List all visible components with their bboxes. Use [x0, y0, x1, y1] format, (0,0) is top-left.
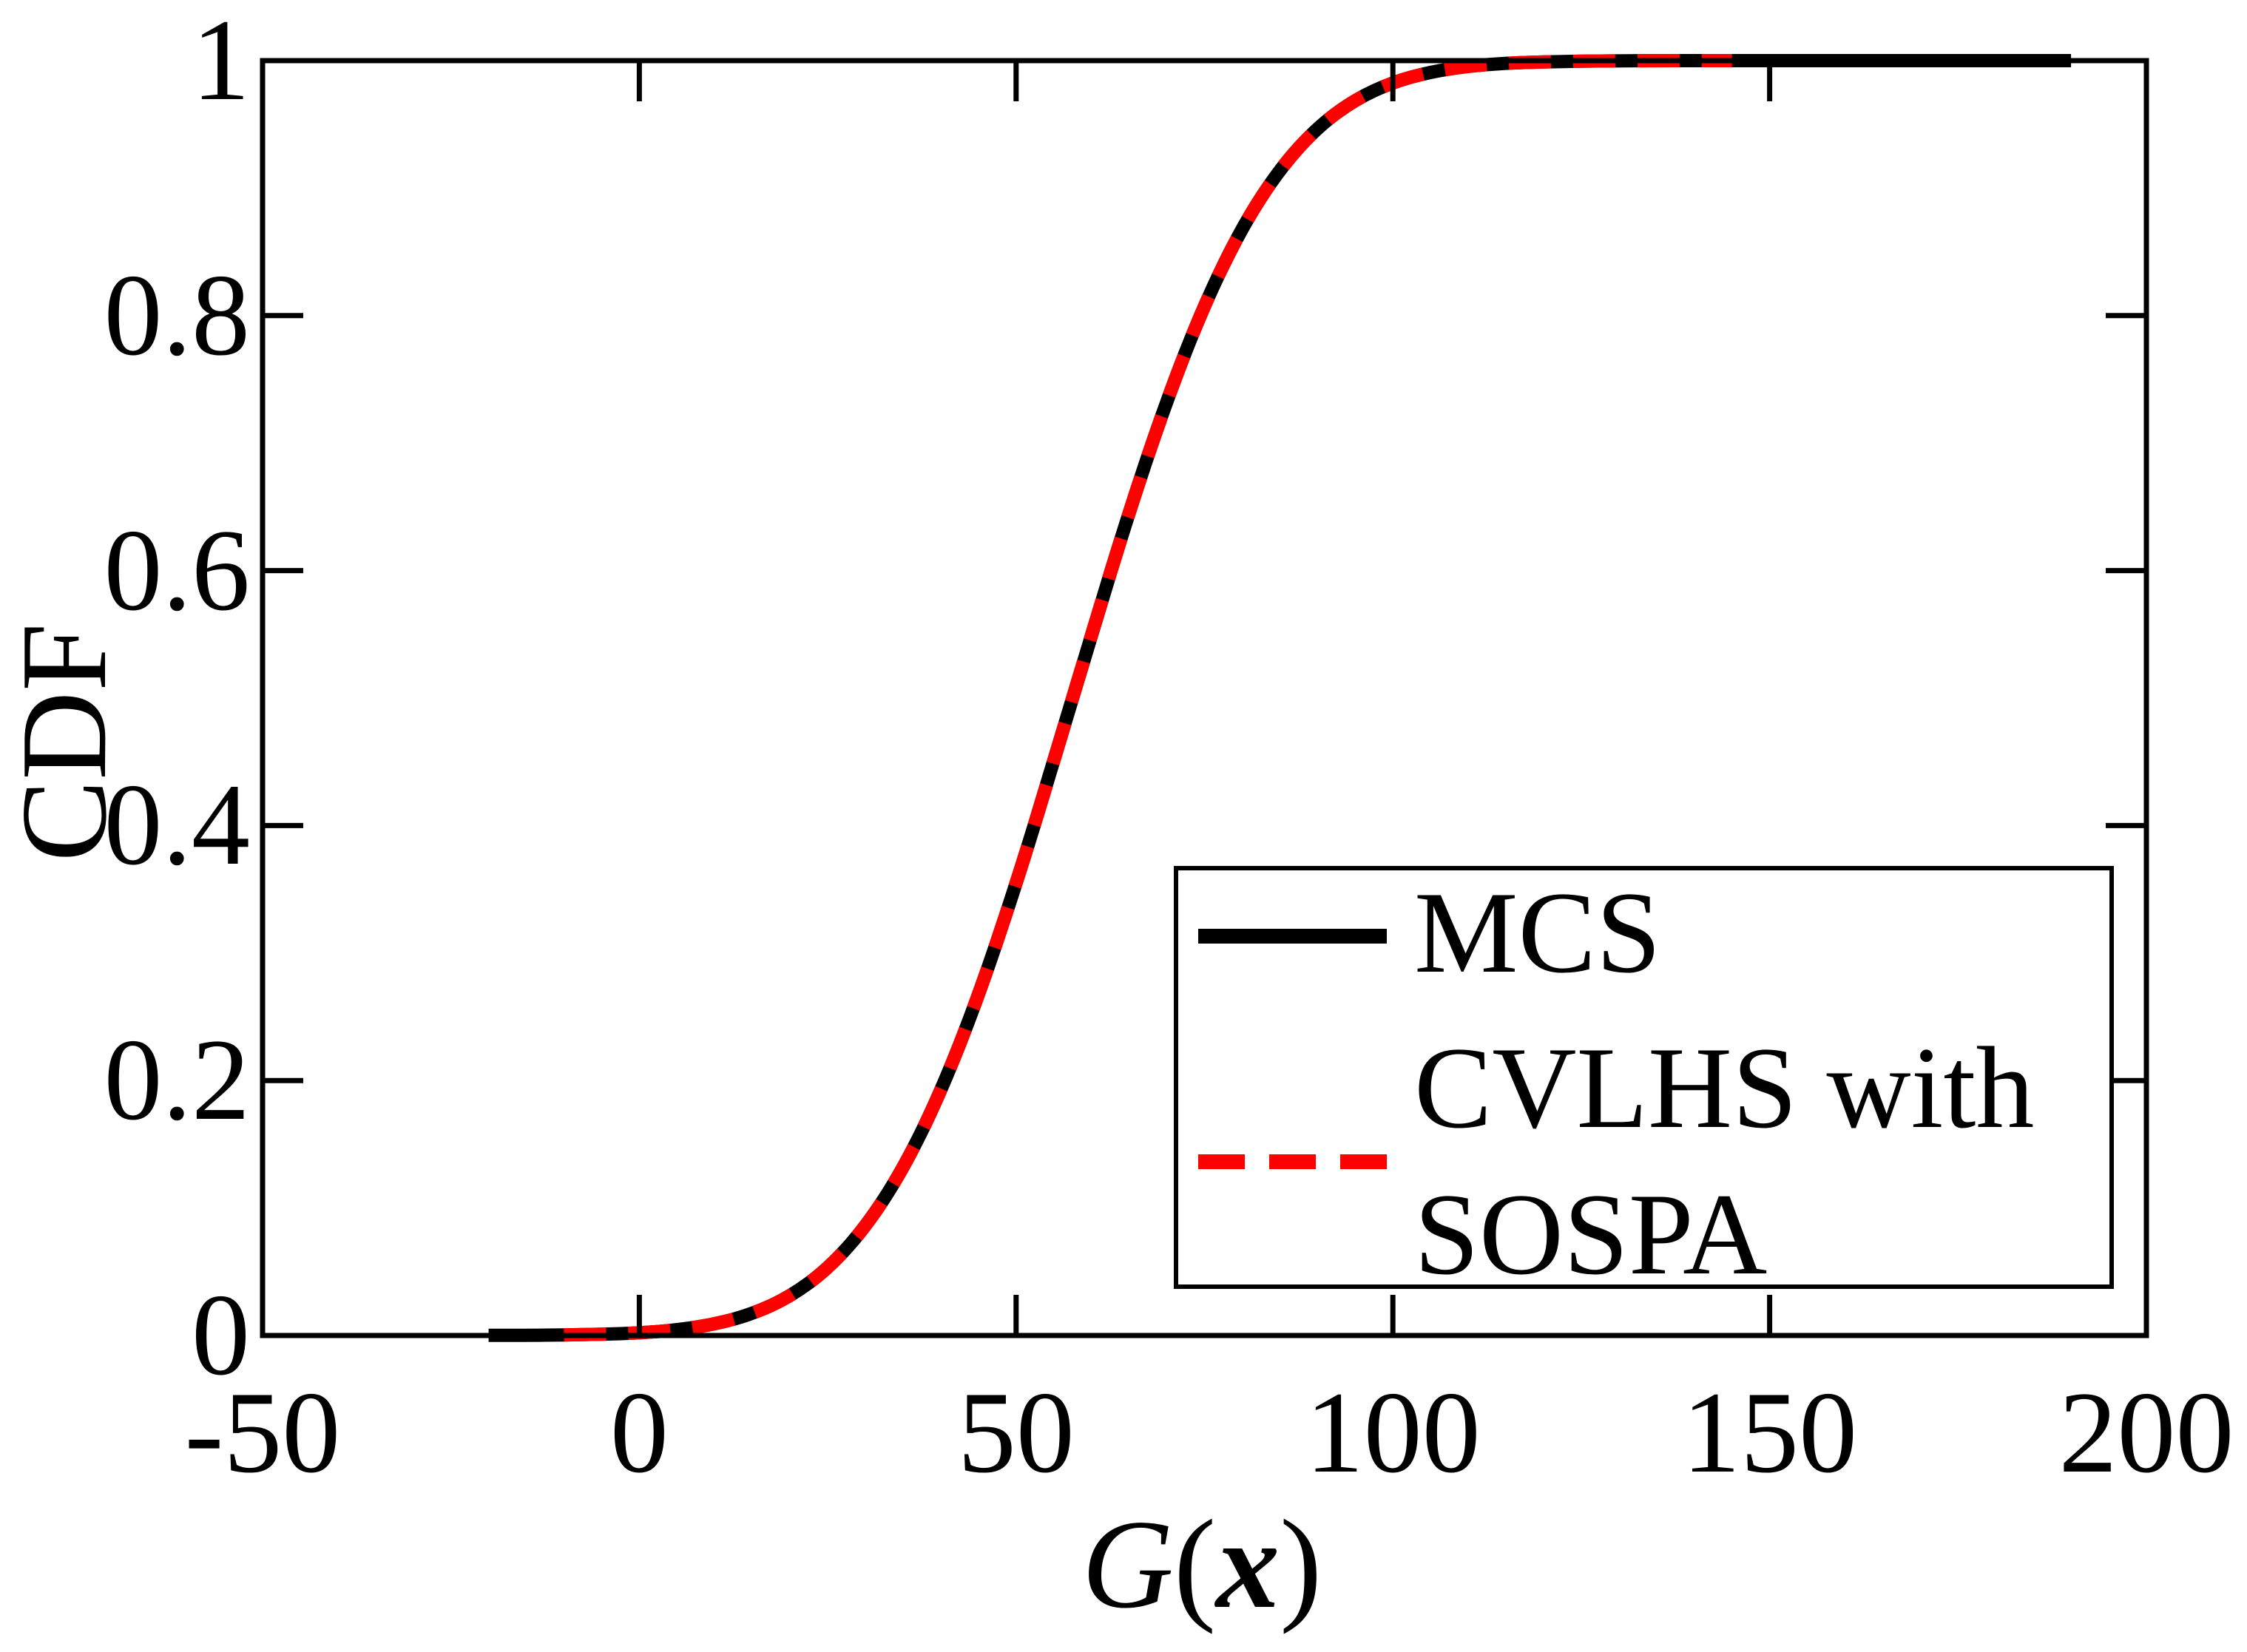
x-tick-label: -50: [184, 1368, 341, 1497]
y-axis-title: CDF: [0, 623, 132, 862]
legend-label-cvlhs-sospa-line1: CVLHS with: [1414, 1023, 2035, 1153]
x-tick-label: 100: [1305, 1368, 1481, 1497]
x-tick-label: 50: [957, 1368, 1075, 1497]
y-tick-label: 0.2: [104, 1015, 251, 1145]
legend-label-cvlhs-sospa-line2: SOSPA: [1414, 1170, 1768, 1299]
x-axis-title-variable: x: [1216, 1494, 1280, 1635]
y-tick-label: 0.6: [104, 505, 251, 635]
x-axis-title-close-paren: ): [1280, 1494, 1322, 1635]
y-tick-label: 0: [192, 1270, 250, 1400]
y-tick-label: 0.4: [104, 760, 251, 890]
x-tick-label: 0: [609, 1368, 669, 1497]
x-tick-label: 200: [2058, 1368, 2234, 1497]
y-tick-label: 1: [192, 0, 250, 125]
cvlhs-sospa-curve: [564, 54, 1732, 1342]
x-axis-title-function: G: [1081, 1494, 1174, 1635]
x-axis-title: G(x): [1082, 1501, 1322, 1628]
plot-border: [260, 58, 2149, 1338]
x-tick-label: 150: [1682, 1368, 1858, 1497]
y-tick-label: 0.8: [104, 250, 251, 380]
legend-label-mcs: MCS: [1414, 868, 1661, 998]
x-axis-title-open-paren: (: [1173, 1494, 1217, 1635]
